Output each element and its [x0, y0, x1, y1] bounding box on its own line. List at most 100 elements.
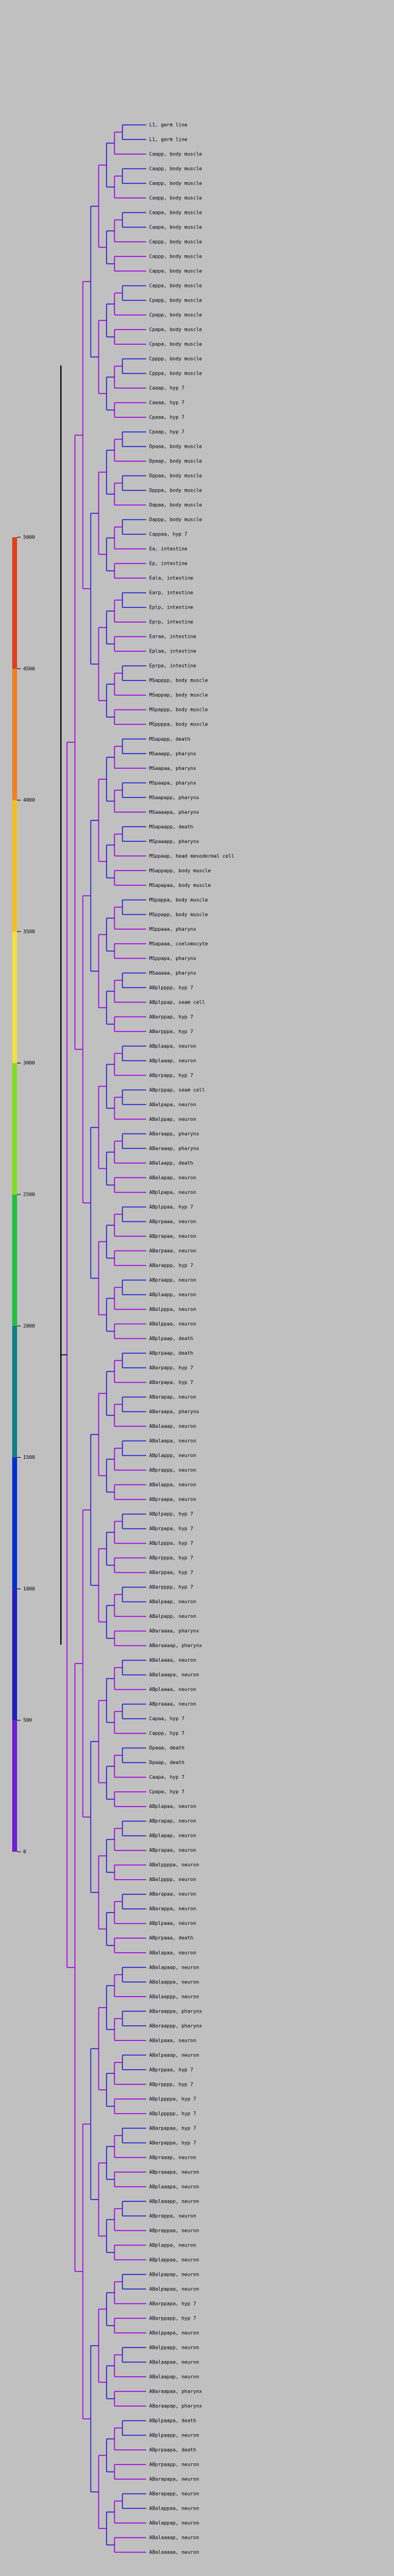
leaf-label: Cappa, body muscle: [149, 269, 202, 274]
leaf-label: ABprpaap, death: [149, 1350, 193, 1356]
leaf-label: Dppaa, body muscle: [149, 473, 202, 479]
leaf-label: Caapp, body muscle: [149, 181, 202, 186]
leaf-label: ABalpapaa, neuron: [149, 2286, 199, 2292]
leaf-label: ABplpaapa, death: [149, 2418, 196, 2423]
leaf-label: ABpraapp, neuron: [149, 1277, 196, 1283]
colorbar-segment: [12, 537, 17, 669]
colorbar-segment: [12, 1325, 17, 1458]
leaf-label: ABarapapa, neuron: [149, 2476, 199, 2482]
leaf-label: ABarpaaa, neuron: [149, 1248, 196, 1254]
leaf-label: Caapa, body muscle: [149, 210, 202, 216]
leaf-label: ABalappap, neuron: [149, 2520, 199, 2525]
leaf-label: ABarpppp, hyp 7: [149, 1584, 193, 1590]
leaf-label: MSapppp, body muscle: [149, 678, 208, 683]
leaf-label: Cappp, body muscle: [149, 239, 202, 245]
leaf-label: Caapp, body muscle: [149, 166, 202, 172]
colorbar-segment: [12, 1589, 17, 1721]
leaf-label: ABalapaa, neuron: [149, 1950, 196, 1955]
leaf-label: ABalppapa, neuron: [149, 2330, 199, 2335]
leaf-label: Eprpa, intestine: [149, 663, 196, 669]
leaf-label: ABprpaapa, death: [149, 2447, 196, 2452]
colorbar-label: 3500: [23, 929, 35, 934]
leaf-label: MSapapp, death: [149, 736, 191, 742]
leaf-label: ABplpppa, hyp 7: [149, 1540, 193, 1546]
leaf-label: ABalpaaap, neuron: [149, 2052, 199, 2058]
leaf-label: ABarpapaa, hyp 7: [149, 2125, 196, 2131]
leaf-label: ABprpppa, hyp 7: [149, 1555, 193, 1561]
leaf-label: ABalaaap, neuron: [149, 1424, 196, 1429]
leaf-label: Cpaap, hyp 7: [149, 429, 185, 435]
leaf-label: Dpaap, death: [149, 1760, 185, 1765]
leaf-label: ABalpaap, neuron: [149, 1599, 196, 1604]
leaf-label: ABplpaapp, neuron: [149, 2432, 199, 2438]
leaf-label: MSaapaa, pharynx: [149, 766, 196, 771]
leaf-label: MSapaapp, death: [149, 824, 193, 830]
leaf-label: MSpappp, body muscle: [149, 707, 208, 713]
leaf-label: ABplappa, neuron: [149, 2242, 196, 2248]
leaf-label: ABalaapp, death: [149, 1160, 193, 1166]
colorbar-segment: [12, 1194, 17, 1326]
leaf-label: ABarappp, hyp 7: [149, 1263, 193, 1268]
leaf-label: ABaraaaap, pharynx: [149, 1643, 202, 1648]
leaf-label: ABalppap, neuron: [149, 1117, 196, 1122]
leaf-label: Eprp, intestine: [149, 619, 193, 625]
leaf-label: ABplpapa, neuron: [149, 1190, 196, 1195]
leaf-label: Cappp, hyp 7: [149, 1731, 185, 1736]
leaf-label: Earp, intestine: [149, 590, 193, 596]
leaf-label: ABalaaaap, neuron: [149, 2535, 199, 2540]
leaf-label: ABalpapp, neuron: [149, 1614, 196, 1619]
leaf-label: Dpaaa, death: [149, 1745, 185, 1751]
leaf-label: L1, germ line: [149, 137, 188, 143]
leaf-label: ABaraapaa, pharynx: [149, 2388, 202, 2394]
leaf-label: Caapp, body muscle: [149, 196, 202, 201]
leaf-label: ABalppapp, neuron: [149, 2345, 199, 2350]
leaf-label: ABprpppp, hyp 7: [149, 2081, 193, 2087]
colorbar-segment: [12, 1063, 17, 1194]
leaf-label: Ea, intestine: [149, 546, 188, 552]
leaf-label: ABalaaaa, neuron: [149, 1657, 196, 1663]
leaf-label: ABplppppa, hyp 7: [149, 2096, 196, 2101]
leaf-label: ABaraaap, pharynx: [149, 1146, 199, 1151]
leaf-label: Caapp, body muscle: [149, 152, 202, 157]
colorbar-label: 5000: [23, 535, 35, 540]
leaf-label: ABprappa, neuron: [149, 2213, 196, 2218]
leaf-label: ABpraaapa, neuron: [149, 2169, 199, 2175]
leaf-label: MSppppa, body muscle: [149, 722, 208, 727]
leaf-label: Caaap, hyp 7: [149, 386, 185, 391]
colorbar-label: 2500: [23, 1192, 35, 1198]
leaf-label: ABaraapap, pharynx: [149, 2403, 202, 2408]
leaf-label: MSppapa, pharynx: [149, 956, 196, 961]
leaf-label: MSaaaaa, pharynx: [149, 970, 196, 976]
leaf-label: MSaaapp, pharynx: [149, 751, 196, 757]
colorbar-label: 4500: [23, 666, 35, 671]
colorbar-label: 1000: [23, 1586, 35, 1592]
leaf-label: ABalpppp, neuron: [149, 1877, 196, 1882]
leaf-label: Cpppa, body muscle: [149, 371, 202, 376]
leaf-label: MSappapp, body muscle: [149, 868, 211, 873]
leaf-label: Dpppa, body muscle: [149, 488, 202, 493]
leaf-label: ABplapaa, neuron: [149, 1804, 196, 1809]
leaf-label: L1, germ line: [149, 122, 188, 128]
leaf-label: ABarppaa, hyp 7: [149, 1570, 193, 1575]
leaf-label: ABalaapaa, neuron: [149, 2359, 199, 2365]
leaf-label: Cpapp, body muscle: [149, 298, 202, 303]
leaf-label: MSppaap, head mesodermal cell: [149, 853, 234, 859]
leaf-label: ABprappp, neuron: [149, 1467, 196, 1473]
colorbar-segment: [12, 668, 17, 800]
leaf-label: Caapa, body muscle: [149, 225, 202, 230]
colorbar-segment: [12, 1720, 17, 1852]
leaf-label: ABalappa, neuron: [149, 1482, 196, 1487]
leaf-label: MSapaaa, coelomocyte: [149, 941, 208, 947]
leaf-label: ABplapap, neuron: [149, 1833, 196, 1838]
leaf-label: ABpraapa, neuron: [149, 1497, 196, 1502]
colorbar-segment: [12, 1457, 17, 1589]
colorbar-label: 4000: [23, 797, 35, 803]
leaf-label: ABalaapap, neuron: [149, 2374, 199, 2379]
leaf-label: ABalpapa, neuron: [149, 1102, 196, 1107]
leaf-label: Dpaaa, body muscle: [149, 444, 202, 450]
leaf-label: Cpapa, hyp 7: [149, 1789, 185, 1794]
leaf-label: ABprppap, seam cell: [149, 1087, 205, 1093]
leaf-label: ABprppaa, hyp 7: [149, 2067, 193, 2072]
colorbar-segment: [12, 800, 17, 932]
